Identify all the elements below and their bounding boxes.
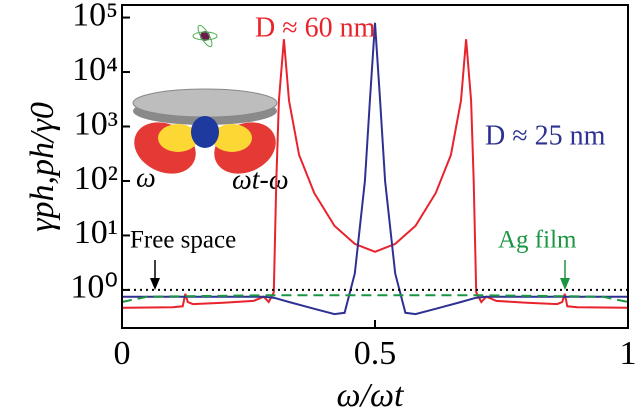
y-tick-label: 10¹ — [74, 214, 118, 251]
disk-top — [132, 88, 278, 118]
line — [121, 294, 629, 303]
y-tick-label: 10³ — [74, 105, 118, 142]
y-tick-label: 10⁴ — [72, 51, 118, 88]
line — [121, 39, 629, 309]
x-tick-label: 1 — [620, 335, 635, 372]
series-label: D ≈ 25 nm — [485, 120, 606, 151]
x-tick-label: 0.5 — [354, 335, 397, 372]
lobe — [158, 124, 198, 152]
series-label: Ag film — [498, 227, 577, 254]
inset-label: ω — [136, 162, 156, 193]
plot-frame — [121, 4, 629, 329]
x-tick-label: 0 — [114, 335, 131, 372]
atom-orbit — [192, 31, 218, 41]
atom — [200, 31, 210, 41]
x-axis-label: ω/ωt — [337, 377, 405, 414]
line — [122, 22, 628, 316]
lobe — [212, 124, 252, 152]
arrowhead — [560, 278, 570, 290]
inset-label: ωt-ω — [232, 164, 289, 195]
y-tick-label: 10⁰ — [70, 269, 118, 306]
inset-graphic — [132, 24, 278, 174]
series-label: D ≈ 60 nm — [255, 12, 376, 43]
arrowhead — [150, 278, 160, 290]
y-tick-label: 10⁵ — [72, 0, 118, 33]
lobe — [191, 116, 219, 148]
y-axis-label: γph,ph/γ0 — [24, 102, 61, 232]
series-label: Free space — [130, 227, 236, 254]
y-tick-label: 10² — [74, 160, 118, 197]
atom-orbit — [197, 24, 213, 48]
